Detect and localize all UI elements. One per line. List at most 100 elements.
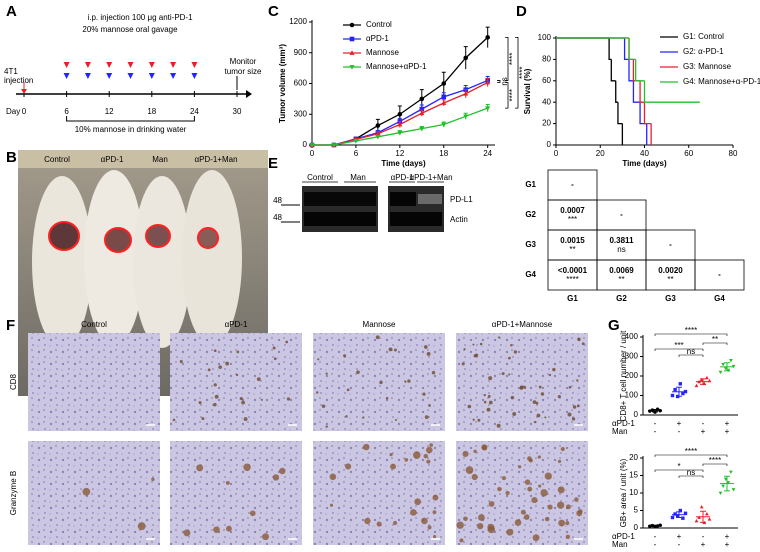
y-tick-label: 600 <box>294 79 308 88</box>
panel-letter: D <box>516 3 527 20</box>
data-point <box>707 517 712 521</box>
ihc-column-title: αPD-1 <box>225 320 248 329</box>
photo-label: Control <box>44 155 70 164</box>
significance-label: ns <box>687 347 695 356</box>
stain-dot <box>362 416 365 419</box>
data-point <box>699 504 704 509</box>
blot-group: αPD-1+Man <box>409 173 452 182</box>
stain-dot <box>414 498 422 506</box>
stain-dot <box>510 343 513 347</box>
y-tick-label: 100 <box>625 391 639 400</box>
data-point <box>681 391 685 396</box>
data-point <box>397 130 403 136</box>
significance-label: **** <box>518 67 527 79</box>
table-cell-text: 0.0020 <box>658 266 683 275</box>
data-point <box>718 370 723 375</box>
stain-dot <box>537 455 541 459</box>
stain-dot <box>272 346 276 350</box>
stain-dot <box>581 342 585 346</box>
monitor-text: Monitor <box>230 57 257 66</box>
blot-band: PD-L1 <box>450 195 473 204</box>
row-sign: - <box>654 540 657 549</box>
x-axis-title: Time (days) <box>622 159 667 168</box>
survival-step <box>623 38 630 61</box>
table-row-label: G4 <box>525 270 536 279</box>
significance-bracket <box>505 36 509 81</box>
x-axis-title: Time (days) <box>381 159 426 168</box>
stain-dot <box>544 516 550 522</box>
significance-label: **** <box>709 456 721 465</box>
data-point <box>441 94 447 100</box>
table-col-label: G2 <box>616 294 627 303</box>
stain-dot <box>462 450 469 458</box>
table-cell-text: 0.0015 <box>560 236 585 245</box>
sd-bar <box>724 475 730 492</box>
stain-dot <box>540 489 548 497</box>
stain-dot <box>488 376 493 381</box>
stain-dot <box>279 467 286 475</box>
stain-dot <box>412 451 421 459</box>
x-tick-label: 80 <box>729 149 738 158</box>
stain-dot <box>477 523 484 530</box>
table-cell-text: ** <box>667 275 673 284</box>
stain-dot <box>514 519 522 526</box>
data-point <box>309 143 315 148</box>
y-tick-label: 10 <box>629 488 638 497</box>
injection-text: i.p. injection 100 μg anti-PD-1 <box>87 13 193 22</box>
significance-bracket <box>654 469 704 472</box>
data-point <box>681 516 685 520</box>
data-point <box>441 100 447 105</box>
data-point <box>670 515 675 520</box>
stain-dot <box>329 503 334 507</box>
row-label: Man <box>612 427 628 436</box>
row-sign: - <box>702 419 705 428</box>
stain-dot <box>256 377 261 382</box>
sd-bar <box>700 510 706 523</box>
table-cell-text: - <box>669 240 672 249</box>
significance-label: * <box>677 462 680 471</box>
data-point <box>397 111 403 117</box>
sd-bar <box>652 524 658 528</box>
day-number: 24 <box>190 107 199 116</box>
data-point <box>375 134 381 140</box>
stain-dot <box>533 420 537 424</box>
panel-letter: A <box>6 3 17 20</box>
micrograph <box>170 441 302 545</box>
survival-step <box>639 80 645 103</box>
stain-dot <box>497 486 502 492</box>
survival-step <box>628 38 636 61</box>
stain-dot <box>472 343 475 346</box>
stain-dot <box>471 473 478 481</box>
stain-dot <box>432 510 437 515</box>
y-tick-label: 300 <box>294 109 308 118</box>
gavage-marker <box>106 62 113 68</box>
gavage-marker <box>191 62 198 68</box>
stain-dot <box>423 453 429 459</box>
blot-marker: 48 <box>273 213 282 222</box>
row-label: Man <box>612 540 628 549</box>
legend-label: Mannose+αPD-1 <box>366 62 427 71</box>
data-point <box>463 55 469 61</box>
sd-bar <box>676 386 682 397</box>
significance-bracket <box>654 333 728 336</box>
panel-letter: F <box>6 317 15 334</box>
gavage-marker <box>63 62 70 68</box>
stain-dot <box>544 416 547 419</box>
gavage-marker <box>84 62 91 68</box>
data-point <box>331 143 337 148</box>
y-tick-label: 400 <box>625 332 639 341</box>
row-sign: - <box>678 540 681 549</box>
y-tick-label: 15 <box>629 471 638 480</box>
stain-dot <box>272 474 280 481</box>
western-blot <box>281 186 444 232</box>
stain-dot <box>456 521 464 529</box>
y-tick-label: 0 <box>634 523 639 532</box>
stain-dot <box>236 350 240 354</box>
stain-dot <box>325 425 328 428</box>
stain-dot <box>321 404 326 408</box>
significance-bracket <box>702 463 728 466</box>
y-tick-label: 20 <box>629 453 638 462</box>
significance-label: *** <box>674 341 683 350</box>
stain-dot <box>262 533 269 541</box>
